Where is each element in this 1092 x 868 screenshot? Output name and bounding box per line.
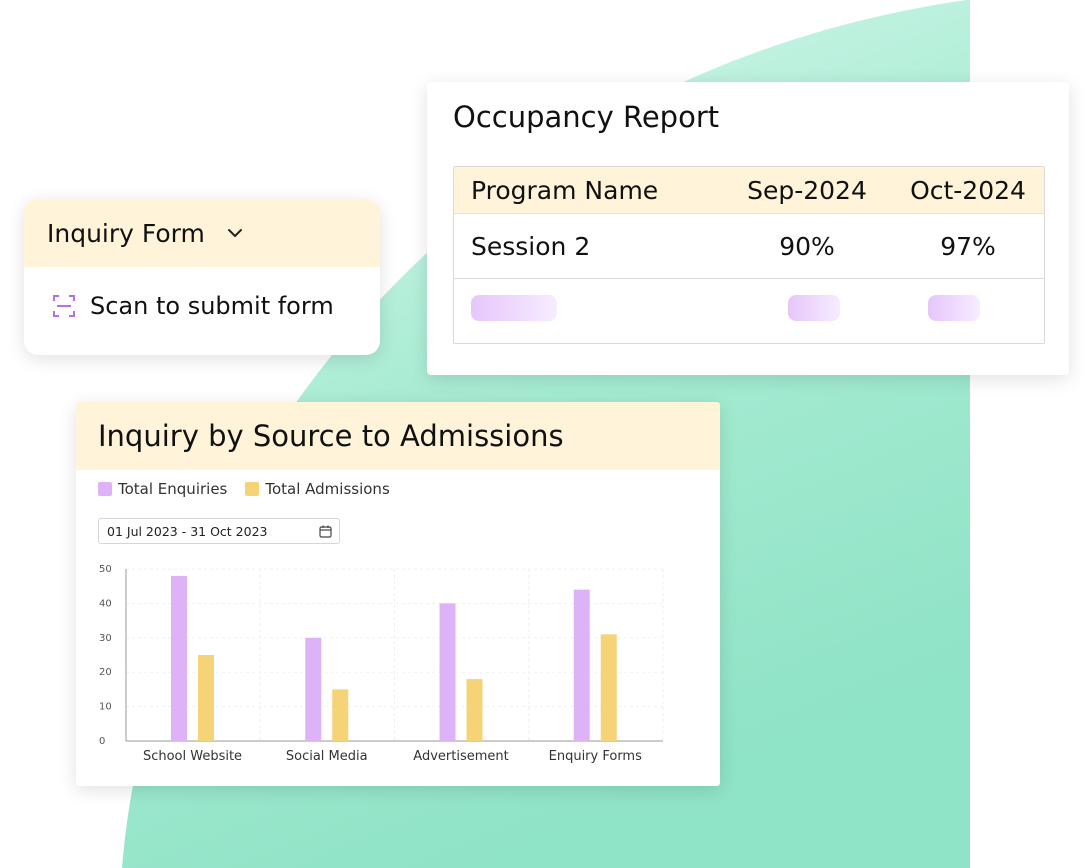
bar-total-admissions[interactable] xyxy=(466,679,483,741)
scan-icon xyxy=(52,294,76,318)
bar-total-enquiries[interactable] xyxy=(439,603,456,741)
legend-label: Total Enquiries xyxy=(118,480,228,498)
bar-total-admissions[interactable] xyxy=(332,689,349,741)
y-tick-label: 10 xyxy=(99,702,112,713)
y-tick-label: 50 xyxy=(99,564,112,575)
legend-item-enquiries[interactable]: Total Enquiries xyxy=(98,480,227,498)
x-tick-label: Enquiry Forms xyxy=(549,749,642,764)
occupancy-table: Program Name Sep-2024 Oct-2024 Session 2… xyxy=(453,166,1045,344)
bar-total-admissions[interactable] xyxy=(600,634,617,741)
calendar-icon[interactable] xyxy=(319,525,332,538)
table-cell: 90% xyxy=(779,231,835,261)
table-cell: 97% xyxy=(940,231,996,261)
bar-total-enquiries[interactable] xyxy=(171,575,187,741)
x-tick-label: Social Media xyxy=(286,749,368,764)
table-cell: Session 2 xyxy=(471,231,591,261)
loading-placeholder xyxy=(928,295,980,321)
date-range-value: 01 Jul 2023 - 31 Oct 2023 xyxy=(107,523,268,539)
legend-swatch xyxy=(98,482,112,496)
loading-placeholder xyxy=(788,295,840,321)
scan-to-submit-label: Scan to submit form xyxy=(90,292,334,320)
inquiry-form-title: Inquiry Form xyxy=(47,218,205,248)
y-tick-label: 0 xyxy=(99,736,105,747)
date-range-picker[interactable]: 01 Jul 2023 - 31 Oct 2023 xyxy=(98,518,340,544)
chart-legend: Total Enquiries Total Admissions xyxy=(98,480,408,498)
inquiry-by-source-card: Inquiry by Source to Admissions Total En… xyxy=(76,402,720,786)
chart-header: Inquiry by Source to Admissions xyxy=(76,402,720,470)
occupancy-title: Occupancy Report xyxy=(453,100,720,134)
table-row-placeholder xyxy=(454,279,1044,343)
scan-to-submit-button[interactable]: Scan to submit form xyxy=(24,267,380,345)
chart-title: Inquiry by Source to Admissions xyxy=(98,419,564,453)
y-tick-label: 20 xyxy=(99,667,112,678)
column-header: Program Name xyxy=(471,175,659,205)
bar-chart: 0 10 20 30 40 50 School Website Social Media Adv… xyxy=(99,564,664,764)
x-tick-label: Advertisement xyxy=(413,749,508,764)
column-header: Sep-2024 xyxy=(747,175,867,205)
legend-swatch xyxy=(245,482,260,496)
y-tick-label: 30 xyxy=(99,633,112,644)
table-row[interactable]: Session 2 90% 97% xyxy=(454,214,1044,279)
bar-total-enquiries[interactable] xyxy=(573,589,590,741)
table-header-row: Program Name Sep-2024 Oct-2024 xyxy=(454,167,1044,214)
y-tick-label: 40 xyxy=(99,598,112,609)
x-tick-label: School Website xyxy=(143,749,242,764)
bar-total-admissions[interactable] xyxy=(198,655,214,741)
inquiry-form-dropdown[interactable]: Inquiry Form xyxy=(24,199,380,267)
bar-total-enquiries[interactable] xyxy=(305,637,322,741)
loading-placeholder xyxy=(471,295,557,321)
occupancy-report-card: Occupancy Report Program Name Sep-2024 O… xyxy=(427,82,1069,375)
column-header: Oct-2024 xyxy=(910,175,1026,205)
legend-label: Total Admissions xyxy=(265,480,390,498)
legend-item-admissions[interactable]: Total Admissions xyxy=(245,480,390,498)
inquiry-form-card: Inquiry Form Scan to submit form xyxy=(24,199,380,355)
chevron-down-icon[interactable] xyxy=(225,223,245,243)
